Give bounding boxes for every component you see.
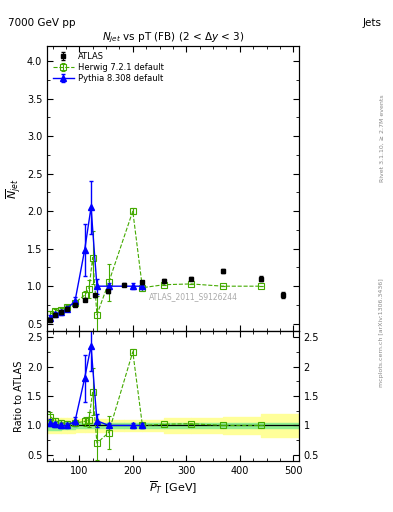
Legend: ATLAS, Herwig 7.2.1 default, Pythia 8.308 default: ATLAS, Herwig 7.2.1 default, Pythia 8.30… (51, 50, 165, 85)
Text: ATLAS_2011_S9126244: ATLAS_2011_S9126244 (149, 292, 237, 302)
Text: mcplots.cern.ch [arXiv:1306.3436]: mcplots.cern.ch [arXiv:1306.3436] (379, 279, 384, 387)
Text: 7000 GeV pp: 7000 GeV pp (8, 18, 75, 28)
X-axis label: $\overline{P}_T$ [GeV]: $\overline{P}_T$ [GeV] (149, 480, 197, 497)
Y-axis label: Ratio to ATLAS: Ratio to ATLAS (14, 360, 24, 432)
Text: Rivet 3.1.10, ≥ 2.7M events: Rivet 3.1.10, ≥ 2.7M events (379, 94, 384, 182)
Title: $N_{jet}$ vs pT (FB) (2 < $\Delta y$ < 3): $N_{jet}$ vs pT (FB) (2 < $\Delta y$ < 3… (102, 31, 244, 46)
Text: Jets: Jets (362, 18, 381, 28)
Y-axis label: $\overline{N}_{jet}$: $\overline{N}_{jet}$ (5, 178, 24, 199)
